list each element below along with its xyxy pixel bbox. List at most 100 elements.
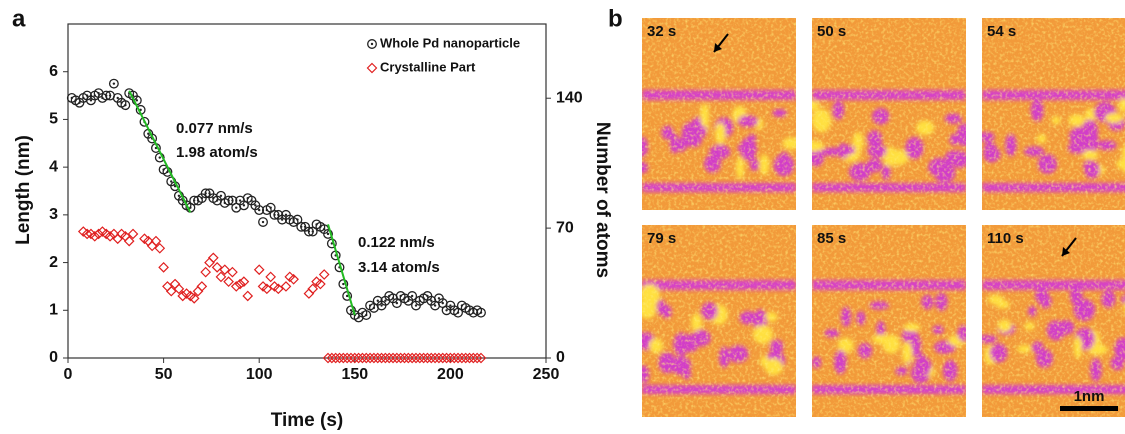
point [448, 352, 460, 364]
point-dot [154, 146, 158, 150]
point-ring [476, 307, 486, 318]
annotation: 0.122 nm/s [358, 234, 435, 251]
tile-noise [982, 18, 1125, 210]
point [150, 235, 162, 247]
point [211, 261, 223, 273]
point [177, 290, 189, 302]
x-tick-label: 150 [341, 366, 368, 383]
point [242, 290, 254, 302]
point-dot [250, 199, 253, 202]
point-dot [269, 206, 272, 209]
point [357, 352, 368, 364]
x-tick-label: 50 [155, 366, 173, 383]
point [234, 278, 246, 290]
fit-line [128, 90, 192, 213]
point [104, 230, 116, 242]
point-ring [338, 279, 349, 289]
tile-noise [642, 225, 796, 417]
point [338, 279, 349, 289]
point-dot [376, 299, 379, 302]
point [322, 352, 334, 364]
point-dot [147, 132, 150, 135]
point [89, 230, 101, 242]
point [475, 352, 487, 364]
point-dot [280, 218, 284, 221]
point [93, 228, 104, 240]
point-dot [235, 206, 238, 209]
point [345, 352, 357, 364]
point-dot [97, 91, 100, 95]
point [376, 352, 387, 364]
tile-content [812, 225, 966, 417]
point [361, 310, 372, 321]
point [280, 281, 292, 292]
y2-axis-title: Number of atoms [592, 122, 613, 278]
point [349, 352, 361, 364]
point-dot [200, 196, 204, 200]
point-dot [449, 304, 452, 307]
micrograph-tile: 50 s [812, 18, 966, 210]
point [471, 352, 483, 364]
tile-noise [812, 18, 966, 210]
point-dot [158, 156, 161, 159]
point-dot [426, 294, 429, 298]
point-dot [395, 301, 399, 305]
point [108, 78, 119, 89]
point [254, 205, 265, 216]
micrograph-tile: 85 s [812, 225, 966, 417]
point [456, 352, 468, 364]
y-axis-title: Length (nm) [13, 135, 34, 245]
point-dot [258, 208, 261, 212]
point-dot [407, 299, 410, 302]
point [476, 307, 486, 318]
micrograph-tile: 79 s [642, 225, 796, 417]
point [326, 352, 338, 364]
point [165, 285, 177, 297]
point [360, 352, 372, 364]
y-tick-label: 1 [49, 302, 58, 319]
point-dot [326, 232, 330, 236]
point-dot [445, 309, 448, 312]
point [353, 352, 364, 364]
point-dot [437, 297, 441, 300]
micrograph-tile: 54 s [982, 18, 1125, 210]
point-dot [430, 299, 433, 302]
point [154, 242, 166, 254]
point-dot [177, 194, 181, 197]
point [341, 352, 353, 364]
point [407, 291, 418, 301]
point [223, 276, 234, 288]
x-tick-label: 0 [64, 366, 73, 383]
point-dot [108, 94, 112, 97]
legend-label: Whole Pd nanoparticle [380, 35, 520, 50]
point-dot [89, 99, 93, 102]
point-dot [345, 294, 349, 298]
point-dot [296, 218, 299, 221]
point [383, 352, 395, 364]
point [387, 352, 399, 364]
point-dot [357, 316, 360, 319]
point [272, 283, 284, 295]
panel-label: b [608, 5, 623, 32]
point [429, 352, 441, 364]
scale-bar [1060, 406, 1118, 411]
point-dot [215, 199, 219, 202]
annotation: 0.077 nm/s [176, 120, 253, 137]
point [253, 264, 265, 276]
point-dot [219, 194, 223, 197]
x-tick-label: 200 [437, 366, 464, 383]
point-dot [456, 311, 460, 314]
point [464, 352, 475, 364]
tile-label: 32 s [647, 23, 676, 40]
point [402, 352, 414, 364]
point [219, 264, 231, 276]
arrow-head [714, 43, 722, 52]
y-tick-label: 4 [49, 158, 58, 175]
y2-tick-label: 140 [556, 89, 583, 106]
point-dot [124, 103, 127, 107]
annotation: 1.98 atom/s [176, 144, 258, 161]
point-ring [407, 291, 418, 301]
point-ring [254, 205, 265, 216]
point-dot [208, 192, 211, 195]
